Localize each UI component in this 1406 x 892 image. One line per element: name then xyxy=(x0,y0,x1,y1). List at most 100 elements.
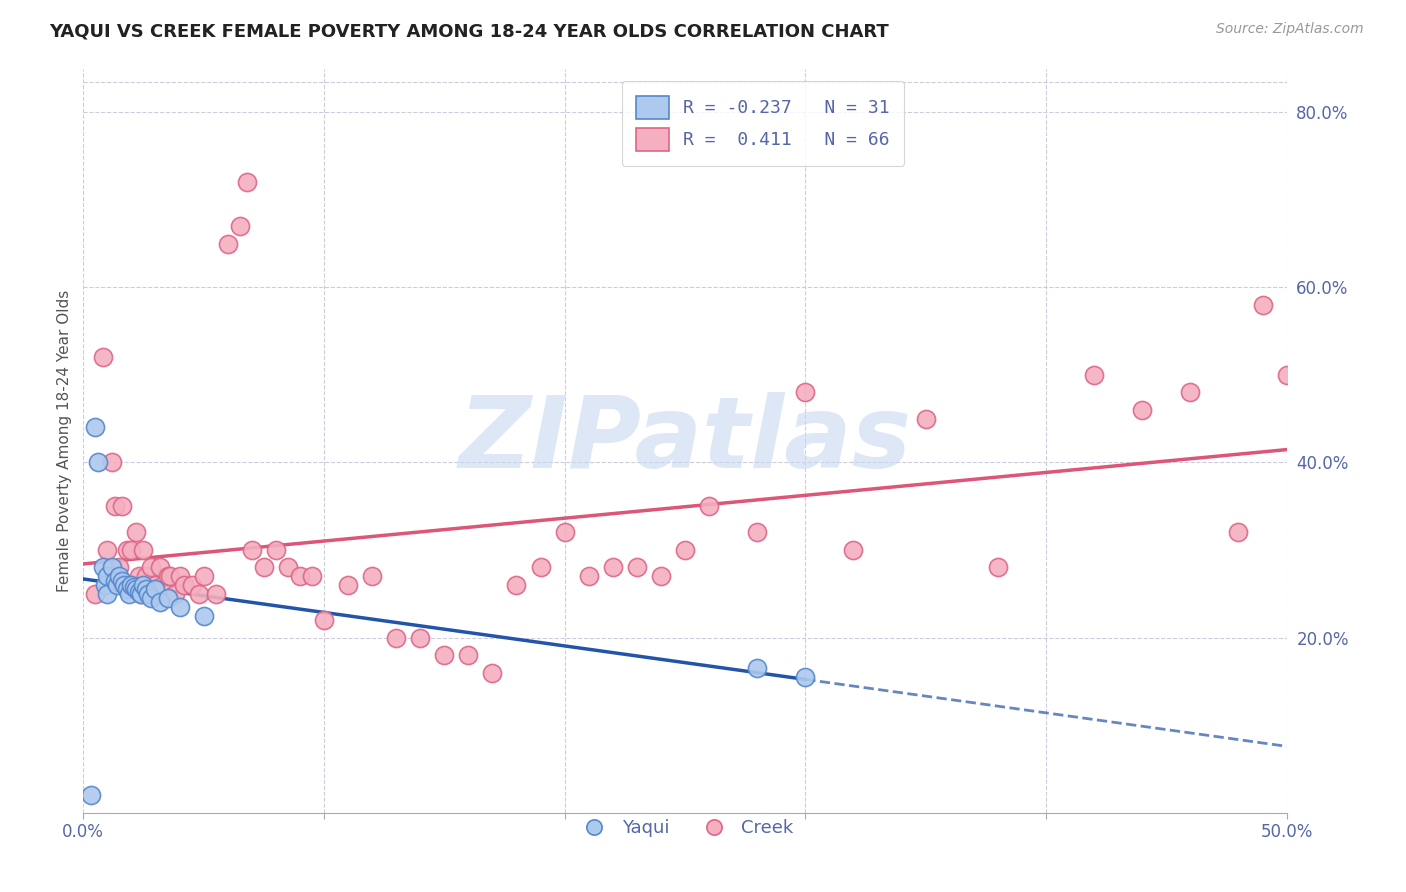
Point xyxy=(481,665,503,680)
Point xyxy=(149,595,172,609)
Point xyxy=(128,585,150,599)
Point xyxy=(94,578,117,592)
Text: YAQUI VS CREEK FEMALE POVERTY AMONG 18-24 YEAR OLDS CORRELATION CHART: YAQUI VS CREEK FEMALE POVERTY AMONG 18-2… xyxy=(49,22,889,40)
Point xyxy=(842,543,865,558)
Point xyxy=(277,560,299,574)
Point xyxy=(108,560,131,574)
Point xyxy=(87,455,110,469)
Point xyxy=(794,670,817,684)
Point xyxy=(554,525,576,540)
Point xyxy=(228,219,250,233)
Point xyxy=(1130,403,1153,417)
Point xyxy=(159,569,181,583)
Point xyxy=(1180,385,1202,400)
Point xyxy=(673,543,696,558)
Point xyxy=(1251,298,1274,312)
Point xyxy=(135,569,157,583)
Point xyxy=(149,560,172,574)
Point xyxy=(173,578,195,592)
Point xyxy=(118,587,141,601)
Point xyxy=(96,569,118,583)
Point xyxy=(204,587,226,601)
Point xyxy=(84,587,107,601)
Point xyxy=(409,631,432,645)
Point xyxy=(747,525,769,540)
Point xyxy=(111,499,134,513)
Point xyxy=(578,569,600,583)
Point xyxy=(125,582,148,597)
Point xyxy=(101,560,124,574)
Point xyxy=(91,351,114,365)
Point xyxy=(385,631,408,645)
Point xyxy=(650,569,672,583)
Point xyxy=(187,587,209,601)
Point xyxy=(125,525,148,540)
Point xyxy=(301,569,323,583)
Point xyxy=(193,608,215,623)
Point xyxy=(122,580,145,594)
Point xyxy=(602,560,624,574)
Point xyxy=(101,455,124,469)
Point xyxy=(145,578,167,592)
Point xyxy=(337,578,360,592)
Point xyxy=(794,385,817,400)
Point xyxy=(433,648,456,662)
Point xyxy=(169,569,191,583)
Point xyxy=(253,560,276,574)
Point xyxy=(103,499,125,513)
Point xyxy=(128,569,150,583)
Point xyxy=(96,543,118,558)
Point xyxy=(120,543,142,558)
Legend: Yaqui, Creek: Yaqui, Creek xyxy=(569,812,801,845)
Point xyxy=(264,543,287,558)
Point xyxy=(529,560,551,574)
Point xyxy=(697,499,720,513)
Point xyxy=(1275,368,1298,382)
Point xyxy=(136,587,159,601)
Point xyxy=(132,543,155,558)
Point xyxy=(91,560,114,574)
Point xyxy=(142,587,165,601)
Y-axis label: Female Poverty Among 18-24 Year Olds: Female Poverty Among 18-24 Year Olds xyxy=(58,289,72,591)
Point xyxy=(103,574,125,588)
Point xyxy=(505,578,527,592)
Point xyxy=(217,236,239,251)
Point xyxy=(145,582,167,597)
Point xyxy=(236,175,259,189)
Point xyxy=(747,661,769,675)
Point xyxy=(139,591,162,606)
Point xyxy=(163,587,186,601)
Point xyxy=(193,569,215,583)
Point xyxy=(118,578,141,592)
Point xyxy=(120,578,142,592)
Point xyxy=(312,613,335,627)
Point xyxy=(96,587,118,601)
Point xyxy=(135,582,157,597)
Point xyxy=(288,569,311,583)
Point xyxy=(84,420,107,434)
Point xyxy=(129,587,152,601)
Point xyxy=(240,543,263,558)
Point xyxy=(457,648,479,662)
Point xyxy=(115,582,138,597)
Point xyxy=(156,569,179,583)
Point xyxy=(108,569,131,583)
Point xyxy=(180,578,202,592)
Point xyxy=(1083,368,1105,382)
Point xyxy=(169,599,191,614)
Point xyxy=(129,587,152,601)
Point xyxy=(361,569,384,583)
Point xyxy=(112,578,135,592)
Point xyxy=(79,788,101,802)
Point xyxy=(1227,525,1250,540)
Point xyxy=(987,560,1010,574)
Point xyxy=(626,560,648,574)
Point xyxy=(139,560,162,574)
Point xyxy=(115,543,138,558)
Point xyxy=(132,578,155,592)
Point xyxy=(156,591,179,606)
Point xyxy=(111,574,134,588)
Point xyxy=(152,578,174,592)
Point xyxy=(914,411,936,425)
Text: ZIPatlas: ZIPatlas xyxy=(458,392,911,489)
